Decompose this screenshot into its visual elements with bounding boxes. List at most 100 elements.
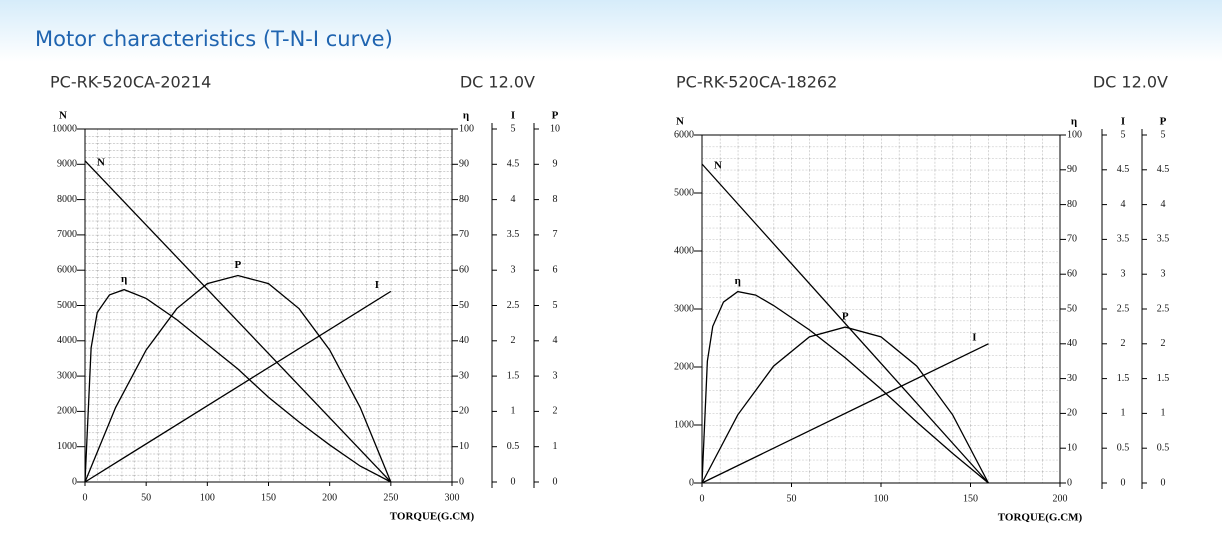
x-tick-label: 250 bbox=[383, 492, 398, 503]
y2-tick-label: 40 bbox=[1067, 338, 1077, 349]
series-line bbox=[84, 160, 392, 483]
curve-label: N bbox=[97, 156, 105, 168]
y2-axis-label: η bbox=[1071, 116, 1077, 128]
y3-tick-label: 4.5 bbox=[1117, 164, 1130, 175]
y4-tick-label: 0 bbox=[553, 476, 558, 487]
y2-tick-label: 90 bbox=[459, 159, 469, 170]
y-tick-label: 2000 bbox=[674, 361, 694, 372]
y3-tick-label: 2.5 bbox=[507, 300, 520, 311]
y-tick-label: 2000 bbox=[57, 406, 77, 417]
y-tick-label: 4000 bbox=[674, 245, 694, 256]
chart-title: PC-RK-520CA-18262 bbox=[676, 73, 837, 92]
series-line bbox=[701, 290, 989, 484]
y-tick-label: 0 bbox=[72, 476, 77, 487]
y3-tick-label: 5 bbox=[511, 123, 516, 134]
curve-label: η bbox=[735, 275, 741, 287]
y2-tick-label: 70 bbox=[459, 229, 469, 240]
y4-tick-label: 2 bbox=[553, 406, 558, 417]
series-line bbox=[701, 343, 989, 484]
x-tick-label: 50 bbox=[787, 493, 797, 504]
x-tick-label: 300 bbox=[445, 492, 460, 503]
y2-tick-label: 10 bbox=[1067, 442, 1077, 453]
y3-tick-label: 4 bbox=[511, 194, 516, 205]
series-line bbox=[84, 274, 392, 483]
y2-tick-label: 70 bbox=[1067, 234, 1077, 245]
curve-label: η bbox=[121, 273, 127, 285]
series-line bbox=[84, 288, 392, 483]
y4-tick-label: 5 bbox=[553, 300, 558, 311]
y3-tick-label: 1 bbox=[511, 406, 516, 417]
y4-tick-label: 2 bbox=[1161, 338, 1166, 349]
y4-tick-label: 9 bbox=[553, 159, 558, 170]
y2-tick-label: 40 bbox=[459, 335, 469, 346]
y-tick-label: 8000 bbox=[57, 194, 77, 205]
y2-axis-label: η bbox=[463, 110, 469, 122]
y4-tick-label: 7 bbox=[553, 229, 558, 240]
y-axis-label: N bbox=[59, 110, 67, 122]
y4-tick-label: 4 bbox=[553, 335, 558, 346]
header-band bbox=[0, 0, 1222, 62]
y-tick-label: 7000 bbox=[57, 229, 77, 240]
x-tick-label: 0 bbox=[83, 492, 88, 503]
y4-tick-label: 3 bbox=[553, 370, 558, 381]
y2-tick-label: 20 bbox=[1067, 408, 1077, 419]
chart-subtitle: DC 12.0V bbox=[460, 73, 535, 92]
y4-tick-label: 4.5 bbox=[1157, 164, 1170, 175]
y3-tick-label: 2 bbox=[511, 335, 516, 346]
y-tick-label: 1000 bbox=[674, 419, 694, 430]
x-tick-label: 100 bbox=[874, 493, 889, 504]
y3-tick-label: 4.5 bbox=[507, 159, 520, 170]
x-tick-label: 0 bbox=[700, 493, 705, 504]
y-tick-label: 6000 bbox=[57, 264, 77, 275]
y2-tick-label: 80 bbox=[459, 194, 469, 205]
y2-tick-label: 80 bbox=[1067, 199, 1077, 210]
y-tick-label: 4000 bbox=[57, 335, 77, 346]
y3-tick-label: 2.5 bbox=[1117, 303, 1130, 314]
y4-tick-label: 1.5 bbox=[1157, 373, 1170, 384]
x-tick-label: 100 bbox=[200, 492, 215, 503]
y3-tick-label: 0.5 bbox=[507, 441, 520, 452]
curve-label: I bbox=[375, 279, 379, 291]
x-tick-label: 50 bbox=[141, 492, 151, 503]
y2-tick-label: 60 bbox=[1067, 268, 1077, 279]
y4-tick-label: 5 bbox=[1161, 129, 1166, 140]
page-title: Motor characteristics (T-N-I curve) bbox=[35, 27, 393, 51]
y4-tick-label: 4 bbox=[1161, 199, 1166, 210]
y4-axis-label: P bbox=[1160, 116, 1167, 128]
y4-tick-label: 3.5 bbox=[1157, 234, 1170, 245]
y3-tick-label: 1.5 bbox=[507, 370, 520, 381]
y4-tick-label: 8 bbox=[553, 194, 558, 205]
y2-tick-label: 30 bbox=[459, 370, 469, 381]
y4-tick-label: 0.5 bbox=[1157, 442, 1170, 453]
y3-tick-label: 1 bbox=[1121, 408, 1126, 419]
chart-subtitle: DC 12.0V bbox=[1093, 73, 1168, 92]
y3-tick-label: 3.5 bbox=[507, 229, 520, 240]
chart-title: PC-RK-520CA-20214 bbox=[50, 73, 211, 92]
curve-label: N bbox=[714, 160, 722, 172]
y-tick-label: 5000 bbox=[674, 187, 694, 198]
y-tick-label: 10000 bbox=[52, 123, 77, 134]
y3-tick-label: 1.5 bbox=[1117, 373, 1130, 384]
series-line bbox=[701, 326, 989, 484]
y3-tick-label: 3 bbox=[1121, 268, 1126, 279]
y4-tick-label: 10 bbox=[550, 123, 560, 134]
y2-tick-label: 30 bbox=[1067, 373, 1077, 384]
y-tick-label: 5000 bbox=[57, 300, 77, 311]
y2-tick-label: 100 bbox=[459, 123, 474, 134]
curve-label: P bbox=[842, 311, 849, 323]
y4-tick-label: 3 bbox=[1161, 268, 1166, 279]
curve-label: P bbox=[235, 259, 242, 271]
x-tick-label: 200 bbox=[1053, 493, 1068, 504]
grid bbox=[85, 129, 452, 482]
y-tick-label: 3000 bbox=[57, 370, 77, 381]
series-line bbox=[701, 163, 989, 484]
series-line bbox=[84, 290, 392, 483]
y4-tick-label: 1 bbox=[1161, 408, 1166, 419]
x-axis-label: TORQUE(G.CM) bbox=[998, 512, 1083, 524]
y-tick-label: 6000 bbox=[674, 129, 694, 140]
y-tick-label: 9000 bbox=[57, 159, 77, 170]
x-tick-label: 150 bbox=[261, 492, 276, 503]
y2-tick-label: 90 bbox=[1067, 164, 1077, 175]
curve-label: I bbox=[972, 331, 976, 343]
grid bbox=[702, 135, 1060, 483]
